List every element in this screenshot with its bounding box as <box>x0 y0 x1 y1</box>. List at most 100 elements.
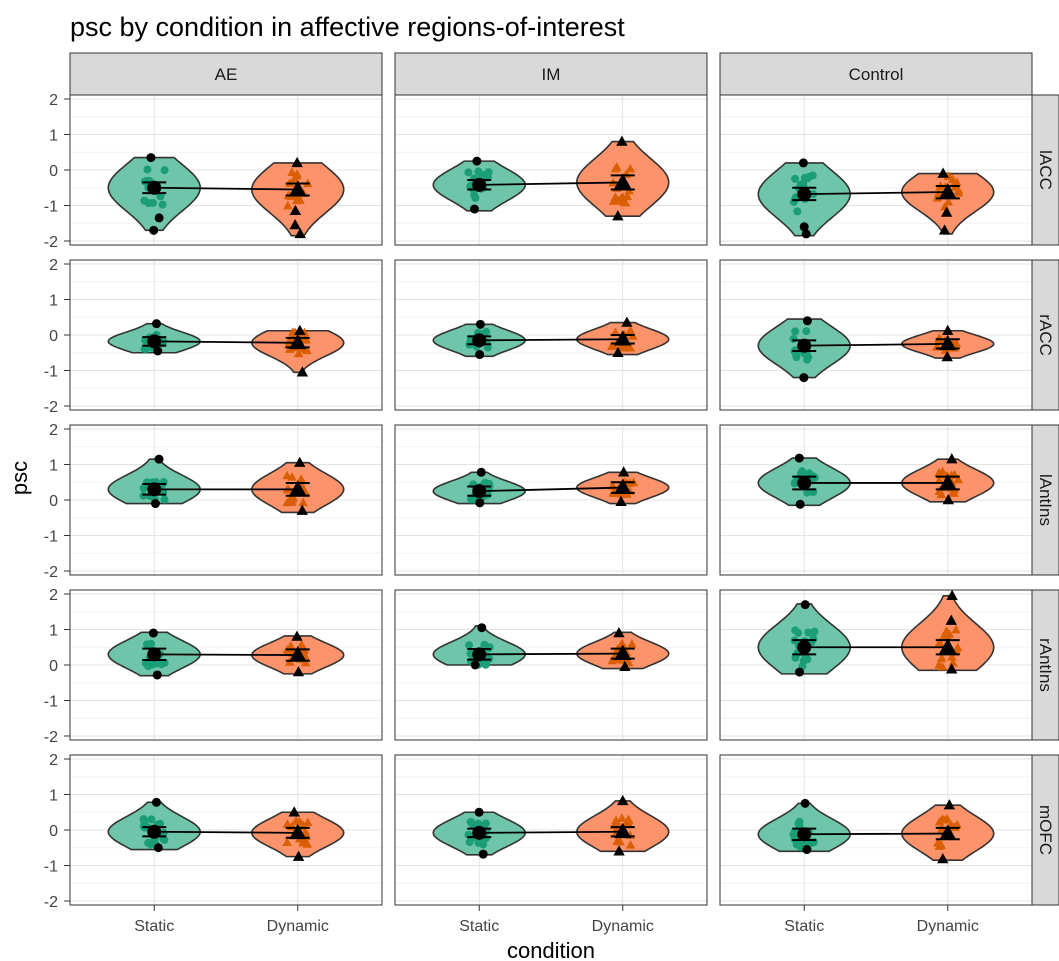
row-strip-label: lAntIns <box>1036 474 1055 526</box>
dynamic-data-point <box>943 171 953 181</box>
dynamic-data-point <box>627 639 637 648</box>
dynamic-data-point <box>620 197 631 207</box>
panel <box>394 754 708 906</box>
mean-connector-line <box>479 652 623 656</box>
static-data-point <box>481 660 490 669</box>
static-data-point <box>792 353 801 362</box>
column-strip <box>719 52 1033 96</box>
static-data-point <box>483 343 492 352</box>
y-tick-label: 1 <box>49 293 58 310</box>
dynamic-data-point <box>625 325 636 335</box>
static-outlier-point <box>800 798 810 808</box>
panel <box>394 94 708 246</box>
y-tick-label: 2 <box>49 257 58 274</box>
static-mean-marker <box>797 338 812 353</box>
dynamic-outlier-point <box>289 219 301 230</box>
dynamic-data-point <box>625 840 636 849</box>
y-tick-label: -2 <box>44 564 58 581</box>
panel <box>394 259 708 411</box>
dynamic-data-point <box>610 192 621 201</box>
static-data-point <box>803 488 812 497</box>
column-strip <box>69 52 383 96</box>
static-outlier-point <box>475 498 485 508</box>
dynamic-data-point <box>951 624 961 634</box>
x-tick-label: Static <box>784 918 824 935</box>
static-data-point <box>142 344 151 353</box>
dynamic-outlier-point <box>938 224 951 235</box>
y-tick-label: 1 <box>49 623 58 640</box>
static-mean-marker <box>472 333 487 348</box>
dynamic-outlier-point <box>296 366 309 377</box>
static-data-point <box>471 193 480 202</box>
static-data-point <box>479 840 488 849</box>
panel <box>69 589 383 741</box>
panel-border <box>719 589 1033 741</box>
dynamic-data-point <box>948 657 958 667</box>
static-mean-marker <box>147 647 162 662</box>
panel-border <box>719 754 1033 906</box>
static-data-point <box>791 626 800 635</box>
dynamic-data-point <box>617 193 628 202</box>
dynamic-mean-marker <box>614 644 632 660</box>
static-mean-marker <box>797 187 812 202</box>
y-tick-label: -1 <box>44 859 58 876</box>
row-strip <box>1031 259 1059 411</box>
static-outlier-point <box>154 213 164 223</box>
static-mean-marker <box>472 647 487 662</box>
static-data-point <box>810 473 819 482</box>
dynamic-data-point <box>947 652 957 661</box>
dynamic-outlier-point <box>941 351 953 362</box>
static-data-point <box>480 478 489 487</box>
dynamic-data-point <box>282 470 292 480</box>
dynamic-data-point <box>608 341 619 350</box>
static-data-point <box>142 640 151 649</box>
dynamic-data-point <box>948 487 958 496</box>
mean-connector-line <box>154 653 298 656</box>
dynamic-mean-marker <box>289 333 307 350</box>
static-outlier-point <box>800 600 810 610</box>
row-strip <box>1031 589 1059 741</box>
dynamic-outlier-point <box>613 845 625 856</box>
static-data-point <box>790 827 799 836</box>
mean-connector-line <box>804 191 948 196</box>
dynamic-data-point <box>947 174 958 183</box>
dynamic-outlier-point <box>288 806 300 817</box>
dynamic-outlier-point <box>617 466 630 477</box>
panel <box>719 589 1033 741</box>
mean-connector-line <box>804 342 948 347</box>
panel-border <box>394 259 708 411</box>
dynamic-outlier-point <box>289 204 302 216</box>
dynamic-mean-marker <box>614 822 632 839</box>
y-tick-label: -2 <box>44 234 58 251</box>
y-tick-label: 0 <box>49 328 58 345</box>
y-tick-label: 1 <box>49 458 58 475</box>
y-tick-label: -1 <box>44 694 58 711</box>
y-tick-label: 0 <box>49 493 58 510</box>
mean-connector-line <box>154 186 298 191</box>
dynamic-data-point <box>935 839 946 849</box>
dynamic-data-point <box>287 494 298 504</box>
column-strip-label: Control <box>849 65 904 84</box>
dynamic-outlier-point <box>942 324 954 335</box>
dynamic-data-point <box>291 170 302 180</box>
row-strip-label: mOFC <box>1036 805 1055 855</box>
static-outlier-point <box>802 316 812 326</box>
dynamic-outlier-point <box>613 627 625 638</box>
panel-border <box>719 424 1033 576</box>
dynamic-data-point <box>953 188 964 197</box>
static-outlier-point <box>149 225 159 235</box>
dynamic-mean-marker <box>614 330 632 346</box>
static-outlier-point <box>794 453 804 463</box>
dynamic-outlier-point <box>619 660 631 671</box>
y-tick-label: 0 <box>49 163 58 180</box>
dynamic-outlier-point <box>945 614 957 625</box>
static-data-point <box>810 627 819 636</box>
static-data-point <box>802 327 811 336</box>
panel-border <box>394 754 708 906</box>
static-outlier-point <box>795 667 805 677</box>
dynamic-data-point <box>935 637 945 647</box>
dynamic-data-point <box>611 815 621 824</box>
dynamic-outlier-point <box>615 495 627 506</box>
dynamic-outlier-point <box>293 456 306 467</box>
static-outlier-point <box>801 229 811 239</box>
